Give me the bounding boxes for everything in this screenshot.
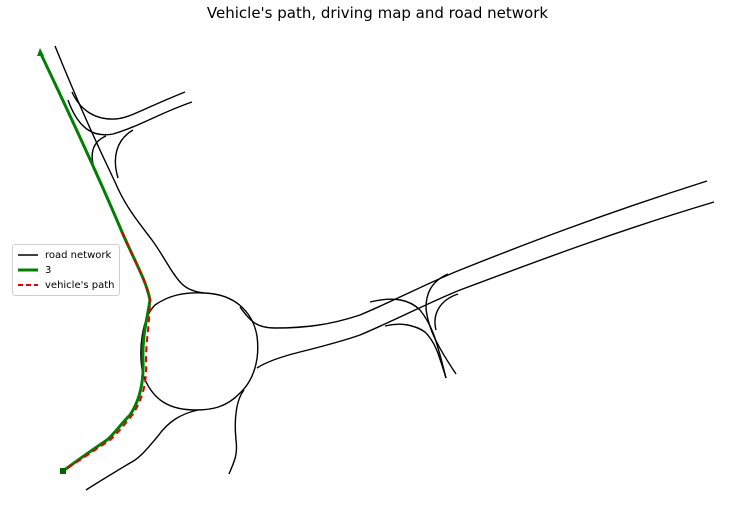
vehicle-start-marker [60, 468, 66, 474]
legend-label: road network [45, 249, 112, 261]
legend-swatch-route-icon [18, 268, 38, 272]
road-segment [140, 292, 259, 411]
legend-label: 3 [45, 264, 52, 276]
legend-item-vehicle-path: vehicle's path [17, 278, 115, 292]
legend-label: vehicle's path [45, 279, 115, 291]
road-segment [54, 45, 205, 294]
map-title: Vehicle's path, driving map and road net… [206, 4, 549, 22]
legend-swatch-road-icon [18, 254, 38, 256]
road-segment [369, 298, 447, 379]
road-segment [384, 323, 447, 379]
legend: road network 3 vehicle's path [12, 244, 120, 296]
road-segment [114, 129, 134, 179]
road-segment [256, 201, 715, 369]
road-segment [239, 180, 708, 329]
route-start-marker [37, 48, 44, 56]
route-line [38, 51, 152, 473]
road-segment [71, 91, 186, 120]
road-segment [434, 293, 459, 331]
road-segment [228, 389, 245, 475]
legend-swatch-path-icon [18, 284, 38, 286]
road-network [54, 45, 715, 491]
road-segment [425, 273, 457, 375]
legend-item-road-network: road network [17, 248, 111, 262]
road-segment [91, 135, 107, 169]
legend-item-route: 3 [17, 263, 51, 277]
road-segment [85, 409, 199, 491]
road-segment [67, 99, 193, 136]
vehicle-path-line [62, 231, 152, 472]
